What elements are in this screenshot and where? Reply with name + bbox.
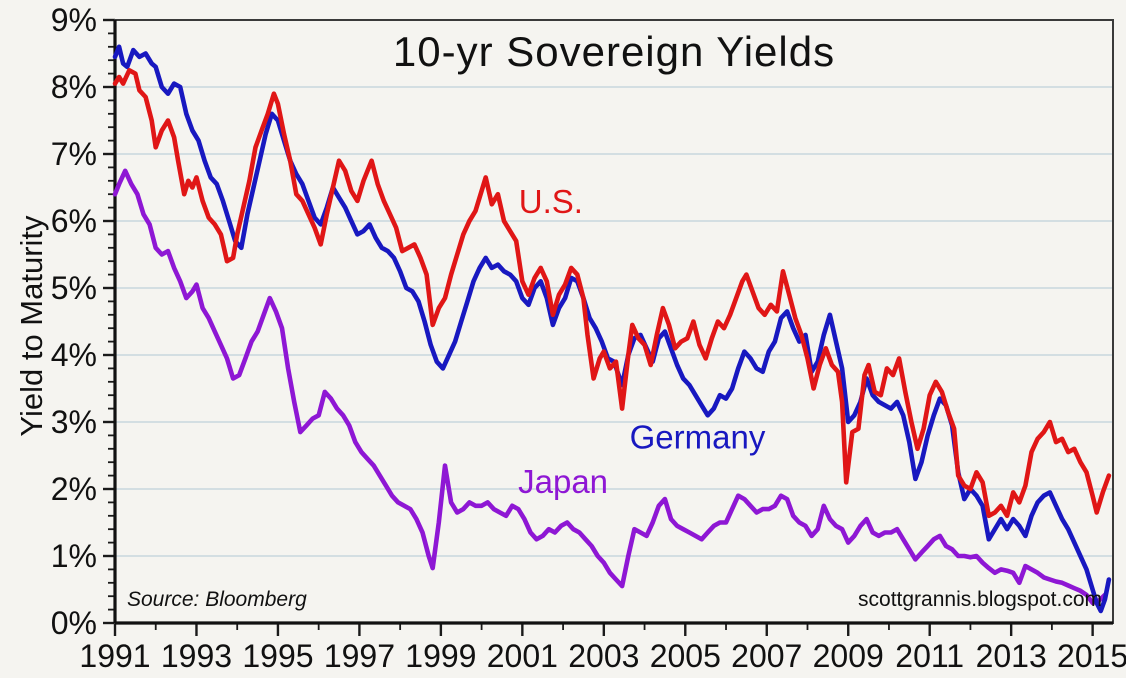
x-tick-label: 2001 (487, 638, 558, 674)
x-tick-label: 2003 (568, 638, 639, 674)
x-tick-label: 2015 (1057, 638, 1126, 674)
y-tick-label: 4% (51, 337, 97, 373)
x-tick-label: 2007 (731, 638, 802, 674)
watermark-url: scottgrannis.blogspot.com (858, 588, 1102, 611)
y-tick-label: 8% (51, 69, 97, 105)
y-tick-label: 6% (51, 203, 97, 239)
series-label-germany: Germany (630, 419, 766, 456)
x-tick-label: 2013 (976, 638, 1047, 674)
y-tick-label: 2% (51, 471, 97, 507)
x-tick-label: 1999 (405, 638, 476, 674)
series-label-japan: Japan (518, 463, 608, 500)
y-tick-label: 9% (51, 2, 97, 38)
x-tick-label: 1993 (161, 638, 232, 674)
y-tick-label: 7% (51, 136, 97, 172)
x-tick-label: 2005 (650, 638, 721, 674)
y-axis-label: Yield to Maturity (14, 215, 49, 437)
plot-border (114, 19, 1114, 624)
x-tick-label: 2011 (895, 638, 964, 674)
x-tick-label: 1997 (324, 638, 395, 674)
x-tick-label: 1995 (242, 638, 313, 674)
series-line-japan (112, 168, 1108, 606)
source-note: Source: Bloomberg (127, 588, 307, 611)
series-label-us: U.S. (519, 183, 583, 220)
series-line-us (112, 68, 1112, 519)
y-tick-label: 5% (51, 270, 97, 306)
y-tick-label: 3% (51, 404, 97, 440)
y-tick-label: 0% (51, 605, 97, 641)
x-tick-label: 1991 (79, 638, 150, 674)
y-tick-label: 1% (51, 538, 97, 574)
x-tick-label: 2009 (813, 638, 884, 674)
series-line-germany (112, 44, 1112, 614)
chart-title: 10-yr Sovereign Yields (392, 28, 836, 75)
